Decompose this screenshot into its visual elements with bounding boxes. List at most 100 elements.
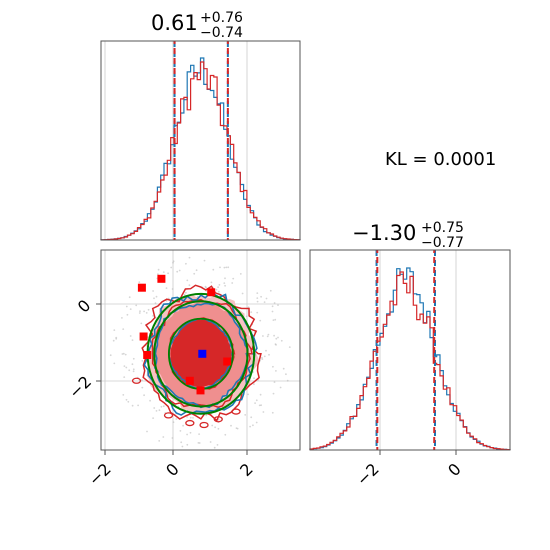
scatter-point bbox=[252, 424, 254, 427]
scatter-point bbox=[260, 295, 262, 298]
scatter-point bbox=[192, 417, 194, 419]
scatter-point bbox=[122, 352, 125, 355]
scatter-point bbox=[138, 281, 141, 283]
scatter-point bbox=[154, 302, 157, 305]
scatter-point bbox=[186, 279, 189, 282]
scatter-point bbox=[205, 286, 207, 289]
scatter-point bbox=[285, 373, 287, 376]
scatter-point bbox=[256, 311, 259, 314]
contour-red-blob bbox=[163, 412, 174, 419]
scatter-point bbox=[224, 284, 227, 287]
scatter-point bbox=[262, 411, 265, 413]
scatter-point bbox=[171, 437, 174, 439]
scatter-point bbox=[135, 304, 138, 307]
histogram-param1: 0.61 +0.76 −0.74 bbox=[100, 10, 301, 241]
scatter-point bbox=[266, 335, 269, 338]
scatter-point bbox=[245, 315, 248, 318]
scatter-point bbox=[269, 289, 272, 292]
scatter-point bbox=[219, 266, 221, 269]
scatter-point bbox=[277, 336, 279, 339]
scatter-point bbox=[145, 344, 148, 347]
scatter-point bbox=[127, 400, 130, 403]
scatter-point bbox=[247, 393, 250, 396]
x-tick-label: 2 bbox=[236, 459, 257, 480]
scatter-point bbox=[217, 286, 220, 289]
scatter-point bbox=[155, 295, 158, 298]
scatter-point bbox=[273, 381, 276, 383]
scatter-point bbox=[253, 383, 255, 386]
scatter-point bbox=[155, 410, 158, 412]
scatter-point bbox=[129, 335, 132, 337]
scatter-point bbox=[179, 430, 182, 432]
scatter-point bbox=[153, 297, 155, 300]
scatter-point bbox=[225, 266, 228, 269]
scatter-point bbox=[123, 365, 126, 367]
scatter-point bbox=[215, 288, 218, 291]
scatter-point bbox=[224, 433, 227, 436]
scatter-point bbox=[143, 310, 146, 313]
histogram-frame bbox=[309, 249, 511, 451]
scatter-point bbox=[267, 333, 270, 336]
y-tick-label: −2 bbox=[65, 372, 95, 402]
y-tick-label: 0 bbox=[74, 296, 95, 317]
scatter-point bbox=[152, 290, 155, 292]
param1-title-value: 0.61 bbox=[151, 11, 198, 35]
scatter-point bbox=[132, 368, 135, 371]
scatter-point bbox=[180, 441, 183, 444]
scatter-point bbox=[255, 399, 258, 402]
scatter-point bbox=[227, 266, 230, 269]
scatter-point bbox=[277, 304, 279, 306]
scatter-point bbox=[244, 414, 247, 416]
scatter-point bbox=[189, 416, 192, 419]
scatter-point bbox=[113, 329, 116, 331]
scatter-point bbox=[171, 288, 174, 290]
scatter-point bbox=[175, 418, 178, 420]
scatter-point bbox=[280, 339, 283, 342]
scatter-point bbox=[141, 360, 144, 362]
scatter-point bbox=[170, 266, 173, 269]
histogram-step-line bbox=[100, 57, 301, 241]
scatter-point bbox=[122, 394, 125, 396]
scatter-point bbox=[143, 394, 146, 397]
contour-red-blob bbox=[185, 419, 195, 427]
scatter-point bbox=[132, 370, 135, 373]
scatter-point bbox=[279, 386, 282, 389]
scatter-point bbox=[162, 271, 165, 273]
scatter-point bbox=[262, 335, 264, 337]
scatter-point bbox=[153, 407, 156, 409]
scatter-point bbox=[167, 272, 170, 275]
scatter-point bbox=[125, 305, 128, 308]
scatter-point bbox=[271, 310, 274, 313]
x-tick-label: −2 bbox=[85, 459, 115, 489]
scatter-point bbox=[259, 393, 262, 396]
x-tick-label: −2 bbox=[353, 459, 383, 489]
param1-title-plus: +0.76 bbox=[200, 10, 243, 26]
scatter-point bbox=[139, 310, 141, 313]
scatter-point bbox=[131, 339, 134, 341]
scatter-point bbox=[203, 259, 206, 262]
scatter-point bbox=[263, 355, 266, 358]
sample-marker-red bbox=[223, 357, 232, 366]
scatter-point bbox=[185, 262, 187, 265]
scatter-point bbox=[213, 446, 216, 449]
scatter-point bbox=[137, 404, 140, 407]
histogram-param2: −1.30 +0.75 −0.77 −2 0 bbox=[309, 220, 511, 490]
scatter-point bbox=[178, 269, 181, 272]
scatter-point bbox=[160, 405, 163, 408]
scatter-point bbox=[186, 433, 189, 436]
scatter-point bbox=[272, 392, 275, 395]
scatter-point bbox=[140, 322, 143, 325]
scatter-point bbox=[109, 354, 112, 357]
scatter-point bbox=[157, 273, 159, 276]
scatter-point bbox=[256, 300, 259, 303]
scatter-point bbox=[128, 296, 131, 299]
scatter-point bbox=[146, 430, 148, 433]
scatter-point bbox=[216, 444, 219, 446]
scatter-point bbox=[147, 308, 150, 311]
sample-marker-red bbox=[207, 288, 216, 297]
scatter-point bbox=[158, 409, 161, 412]
scatter-point bbox=[214, 426, 217, 429]
scatter-point bbox=[271, 305, 274, 308]
scatter-point bbox=[260, 404, 262, 407]
scatter-point bbox=[273, 302, 276, 304]
